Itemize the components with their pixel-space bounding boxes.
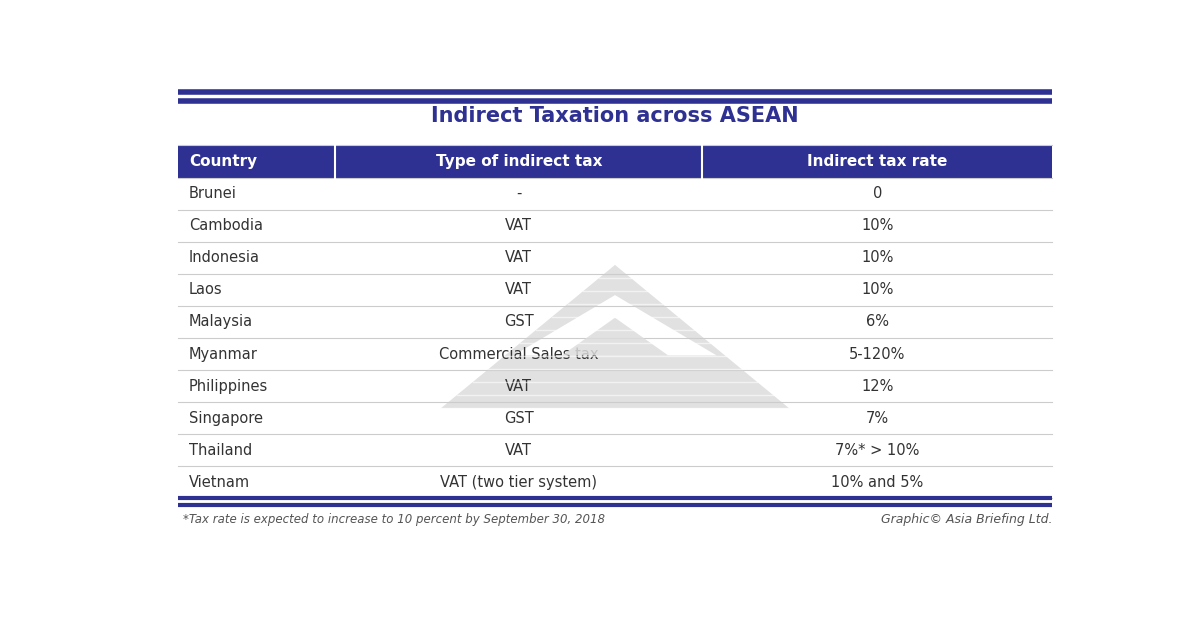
Text: GST: GST xyxy=(504,411,534,426)
Text: Graphic© Asia Briefing Ltd.: Graphic© Asia Briefing Ltd. xyxy=(881,513,1052,526)
Text: VAT (two tier system): VAT (two tier system) xyxy=(440,475,598,490)
Text: Commercial Sales tax: Commercial Sales tax xyxy=(439,347,599,362)
Text: 12%: 12% xyxy=(862,379,894,394)
Text: Indirect tax rate: Indirect tax rate xyxy=(808,154,948,169)
Bar xyxy=(178,370,1052,402)
Text: VAT: VAT xyxy=(505,379,533,394)
Bar xyxy=(178,467,1052,499)
Bar xyxy=(178,402,1052,435)
Text: 10% and 5%: 10% and 5% xyxy=(832,475,923,490)
Text: Indonesia: Indonesia xyxy=(190,251,260,265)
Text: 7%* > 10%: 7%* > 10% xyxy=(835,443,919,458)
Text: Brunei: Brunei xyxy=(190,186,236,201)
Text: Myanmar: Myanmar xyxy=(190,347,258,362)
Bar xyxy=(178,338,1052,370)
Text: Laos: Laos xyxy=(190,283,223,298)
Text: VAT: VAT xyxy=(505,251,533,265)
Text: 10%: 10% xyxy=(862,251,894,265)
Bar xyxy=(178,242,1052,274)
Bar xyxy=(178,146,1052,178)
Text: 10%: 10% xyxy=(862,218,894,233)
Text: Malaysia: Malaysia xyxy=(190,315,253,330)
Text: Cambodia: Cambodia xyxy=(190,218,263,233)
Text: Singapore: Singapore xyxy=(190,411,263,426)
Text: Indirect Taxation across ASEAN: Indirect Taxation across ASEAN xyxy=(431,107,799,126)
Text: GST: GST xyxy=(504,315,534,330)
Bar xyxy=(178,274,1052,306)
Text: -: - xyxy=(516,186,522,201)
Text: Type of indirect tax: Type of indirect tax xyxy=(436,154,602,169)
Text: 0: 0 xyxy=(872,186,882,201)
Bar xyxy=(178,435,1052,467)
Text: 6%: 6% xyxy=(865,315,889,330)
Bar xyxy=(178,306,1052,338)
Text: 5-120%: 5-120% xyxy=(850,347,906,362)
Text: 7%: 7% xyxy=(865,411,889,426)
Text: Vietnam: Vietnam xyxy=(190,475,250,490)
Text: Country: Country xyxy=(190,154,257,169)
Bar xyxy=(178,178,1052,210)
Text: *Tax rate is expected to increase to 10 percent by September 30, 2018: *Tax rate is expected to increase to 10 … xyxy=(182,513,605,526)
Text: VAT: VAT xyxy=(505,218,533,233)
Text: Philippines: Philippines xyxy=(190,379,269,394)
Text: 10%: 10% xyxy=(862,283,894,298)
Bar xyxy=(178,210,1052,242)
Text: Thailand: Thailand xyxy=(190,443,252,458)
Text: VAT: VAT xyxy=(505,443,533,458)
Text: VAT: VAT xyxy=(505,283,533,298)
